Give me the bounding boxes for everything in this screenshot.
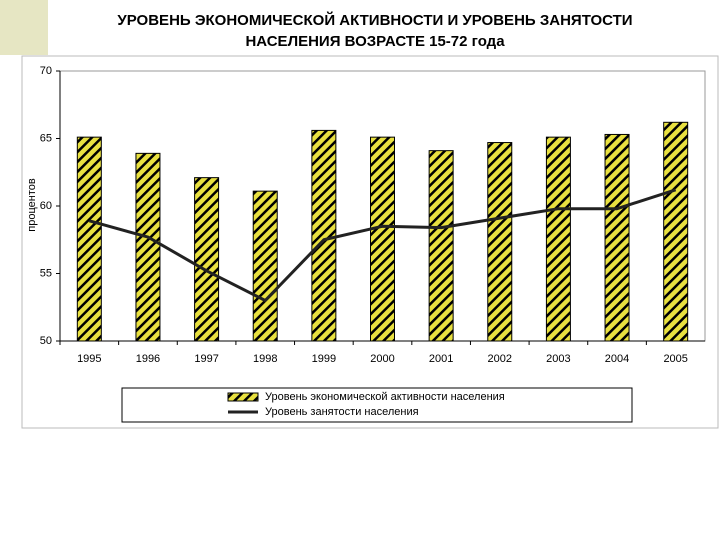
bar: [76, 136, 102, 342]
bar: [252, 190, 278, 342]
legend-swatch: [227, 392, 259, 402]
bar: [604, 133, 630, 342]
x-tick-label: 2001: [429, 353, 453, 365]
x-tick-label: 2000: [370, 353, 394, 365]
bar: [545, 136, 571, 342]
x-tick-label: 1998: [253, 353, 277, 365]
x-tick-label: 1999: [312, 353, 336, 365]
legend-label: Уровень занятости населения: [265, 406, 419, 418]
bar: [135, 152, 161, 342]
bar: [311, 129, 337, 342]
x-tick-label: 2004: [605, 353, 629, 365]
x-tick-label: 2005: [663, 353, 687, 365]
x-tick-label: 2002: [488, 353, 512, 365]
y-tick-label: 65: [40, 132, 52, 144]
bar: [428, 150, 454, 342]
x-tick-label: 1995: [77, 353, 101, 365]
bar: [487, 142, 513, 342]
chart-title: НАСЕЛЕНИЯ ВОЗРАСТЕ 15-72 года: [245, 33, 505, 50]
slide-decoration: [0, 0, 48, 55]
bar: [370, 136, 395, 342]
y-tick-label: 50: [40, 335, 52, 347]
chart-title: УРОВЕНЬ ЭКОНОМИЧЕСКОЙ АКТИВНОСТИ И УРОВЕ…: [117, 11, 632, 29]
legend-box: [121, 387, 633, 423]
y-tick-label: 55: [40, 267, 52, 279]
y-axis-label: процентов: [26, 178, 38, 232]
bar: [194, 177, 220, 342]
line: [88, 188, 677, 302]
x-tick-label: 1996: [136, 353, 160, 365]
legend-label: Уровень экономической активности населен…: [265, 391, 505, 403]
bar: [663, 121, 689, 342]
x-tick-label: 1997: [194, 353, 218, 365]
x-tick-label: 2003: [546, 353, 570, 365]
y-tick-label: 60: [40, 200, 52, 212]
y-tick-label: 70: [40, 65, 52, 77]
